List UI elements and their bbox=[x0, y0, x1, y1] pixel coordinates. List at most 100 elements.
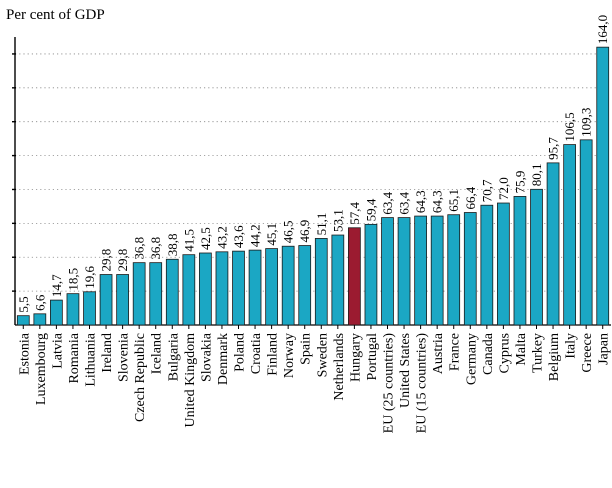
bar bbox=[546, 162, 560, 326]
value-label: 29,8 bbox=[115, 249, 130, 272]
value-label: 51,1 bbox=[314, 213, 329, 236]
bar bbox=[331, 234, 345, 326]
value-label: 46,5 bbox=[281, 220, 296, 243]
category-label: EU (25 countries) bbox=[382, 333, 397, 434]
category-label: Lithuania bbox=[84, 332, 99, 386]
value-label: 164,0 bbox=[595, 15, 610, 44]
category-label: Canada bbox=[481, 332, 496, 375]
value-label: 65,1 bbox=[446, 189, 461, 212]
bar bbox=[232, 250, 245, 326]
category-label: EU (15 countries) bbox=[415, 333, 430, 434]
bar bbox=[298, 245, 312, 326]
value-label: 66,4 bbox=[463, 186, 478, 209]
value-label: 43,6 bbox=[231, 225, 246, 248]
value-label: 14,7 bbox=[49, 274, 64, 297]
bar bbox=[480, 204, 494, 326]
value-label: 63,4 bbox=[397, 191, 412, 214]
value-label: 64,3 bbox=[430, 190, 445, 213]
bar bbox=[165, 258, 179, 326]
bar bbox=[248, 249, 262, 326]
bar bbox=[265, 248, 278, 326]
value-label: 53,1 bbox=[330, 209, 345, 232]
value-label: 6,6 bbox=[32, 294, 47, 311]
bar bbox=[215, 251, 229, 326]
value-label: 95,7 bbox=[546, 137, 561, 160]
bar bbox=[116, 274, 129, 326]
bar bbox=[563, 144, 576, 326]
category-label: Hungary bbox=[348, 333, 363, 382]
bar bbox=[50, 299, 63, 326]
value-label: 75,9 bbox=[512, 171, 527, 194]
value-label: 57,4 bbox=[347, 202, 362, 225]
bar bbox=[132, 262, 146, 326]
value-label: 63,4 bbox=[380, 191, 395, 214]
value-label: 43,2 bbox=[214, 226, 229, 249]
value-label: 106,5 bbox=[562, 112, 577, 141]
value-label: 46,9 bbox=[297, 220, 312, 243]
category-label: Italy bbox=[564, 333, 579, 359]
value-label: 70,7 bbox=[479, 179, 494, 202]
category-label: Cyprus bbox=[497, 333, 512, 373]
bar bbox=[99, 274, 113, 326]
value-label: 18,5 bbox=[65, 268, 80, 291]
value-label: 41,5 bbox=[181, 229, 196, 252]
category-label: Japan bbox=[597, 333, 612, 365]
category-label: Slovakia bbox=[199, 332, 214, 382]
category-label: Croatia bbox=[249, 332, 264, 374]
category-label: Netherlands bbox=[332, 333, 347, 401]
category-label: Latvia bbox=[50, 332, 65, 369]
category-label: Denmark bbox=[216, 333, 231, 385]
bar bbox=[16, 315, 30, 326]
value-label: 36,8 bbox=[148, 237, 163, 260]
category-label: Spain bbox=[299, 333, 314, 365]
category-label: Romania bbox=[67, 332, 82, 383]
bar bbox=[430, 215, 444, 326]
category-label: United States bbox=[398, 333, 413, 408]
bar bbox=[199, 252, 212, 326]
category-label: Ireland bbox=[100, 333, 115, 373]
category-label: Luxembourg bbox=[34, 333, 49, 405]
value-label: 80,1 bbox=[529, 164, 544, 187]
category-label: Malta bbox=[514, 332, 529, 365]
value-label: 59,4 bbox=[363, 198, 378, 221]
bar bbox=[33, 313, 47, 326]
value-label: 19,6 bbox=[82, 266, 97, 289]
value-label: 5,5 bbox=[16, 296, 31, 312]
bar bbox=[348, 227, 361, 326]
bar bbox=[579, 139, 593, 326]
value-label: 36,8 bbox=[132, 237, 147, 260]
bar bbox=[397, 217, 411, 326]
value-label: 42,5 bbox=[198, 227, 213, 250]
bar bbox=[513, 196, 527, 326]
value-label: 44,2 bbox=[248, 224, 263, 247]
category-label: Germany bbox=[464, 333, 479, 385]
category-label: Sweden bbox=[315, 333, 330, 377]
y-axis-title: Per cent of GDP bbox=[6, 7, 105, 23]
category-label: Norway bbox=[282, 333, 297, 378]
category-label: Portugal bbox=[365, 333, 380, 381]
bar bbox=[596, 46, 610, 326]
value-label: 64,3 bbox=[413, 190, 428, 213]
category-label: United Kingdom bbox=[183, 333, 198, 428]
bar bbox=[149, 262, 163, 326]
category-label: Austria bbox=[431, 332, 446, 374]
category-label: Greece bbox=[580, 333, 595, 373]
category-label: Belgium bbox=[547, 333, 562, 381]
category-label: Poland bbox=[233, 333, 248, 372]
category-label: Turkey bbox=[531, 333, 546, 373]
bar bbox=[497, 202, 510, 326]
category-label: Estonia bbox=[17, 332, 32, 375]
bar bbox=[381, 217, 394, 326]
bar bbox=[463, 212, 477, 326]
value-label: 72,0 bbox=[496, 177, 511, 200]
bar bbox=[530, 188, 543, 326]
bar bbox=[182, 254, 196, 326]
category-label: Czech Republic bbox=[133, 333, 148, 422]
value-label: 45,1 bbox=[264, 223, 279, 246]
bar bbox=[66, 293, 80, 326]
bar bbox=[281, 245, 295, 326]
bar bbox=[314, 238, 328, 326]
bar bbox=[414, 215, 427, 326]
category-label: Bulgaria bbox=[166, 332, 181, 381]
